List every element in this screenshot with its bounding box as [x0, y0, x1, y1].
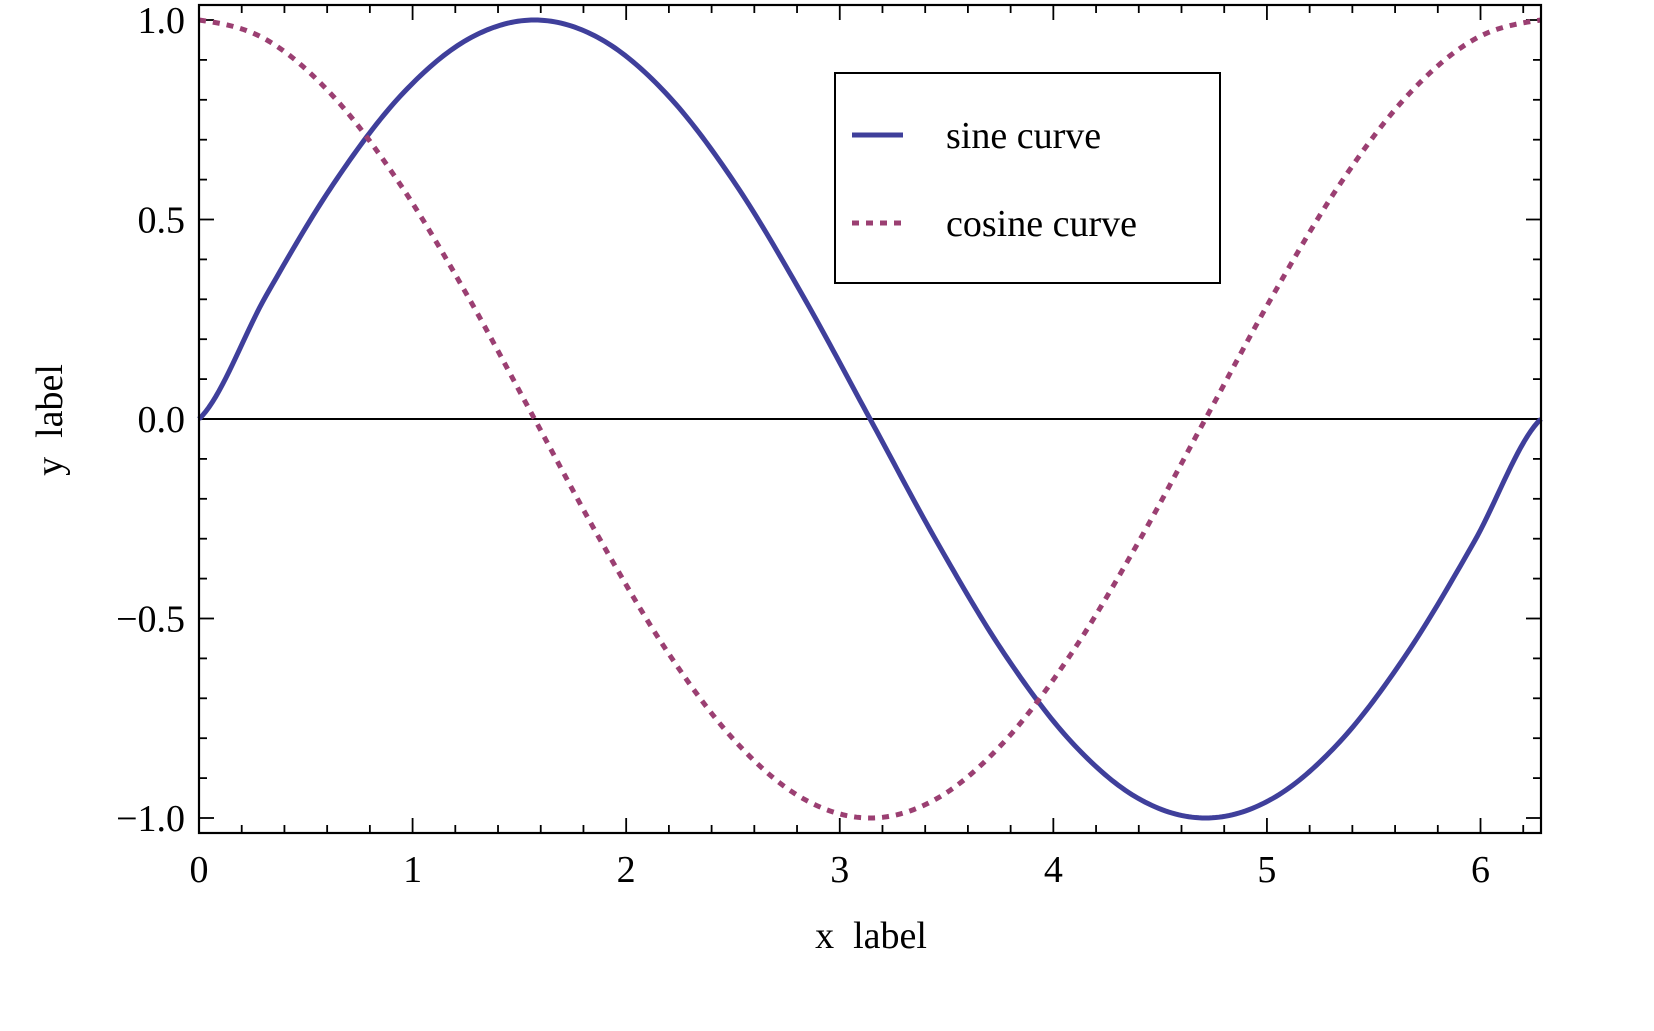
x-tick-label: 1: [403, 849, 422, 891]
x-axis-title: x label: [815, 915, 927, 957]
cosine-series-line: [198, 17, 1542, 821]
y-tick-label: −1.0: [116, 798, 185, 840]
x-tick-label: 4: [1044, 849, 1063, 891]
x-tick-labels: 0 1 2 3 4 5 6: [190, 849, 1491, 891]
legend-label: cosine curve: [946, 203, 1137, 245]
x-tick-label: 0: [190, 849, 209, 891]
x-tick-label: 3: [830, 849, 849, 891]
sine-series-line: [197, 17, 1543, 821]
x-tick-label: 5: [1257, 849, 1276, 891]
legend: sine curve cosine curve: [834, 72, 1221, 284]
series-layer: [197, 17, 1543, 821]
legend-label: sine curve: [946, 115, 1101, 157]
y-tick-label: 0.0: [138, 399, 186, 441]
x-tick-label: 2: [617, 849, 636, 891]
plot-frame: [197, 3, 1543, 835]
y-tick-label: 0.5: [138, 200, 186, 242]
y-tick-labels: −1.0 −0.5 0.0 0.5 1.0: [116, 0, 185, 840]
ticks-layer: [198, 5, 1541, 833]
legend-box: [834, 72, 1221, 284]
y-tick-label: 1.0: [138, 0, 186, 42]
y-axis-title: y label: [29, 364, 71, 476]
x-tick-label: 6: [1471, 849, 1490, 891]
y-tick-label: −0.5: [116, 599, 185, 641]
